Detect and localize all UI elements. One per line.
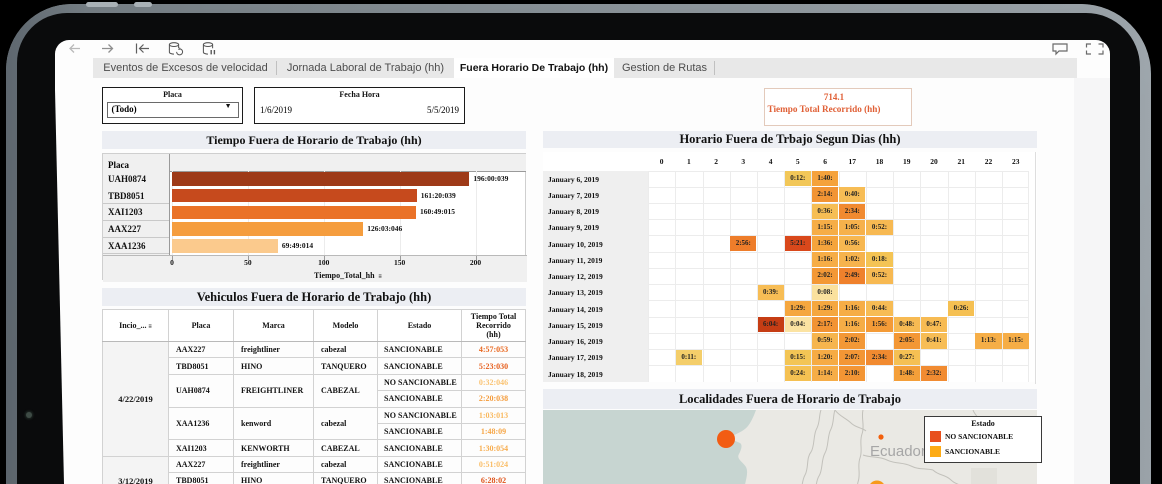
svg-text:Ecuador: Ecuador bbox=[870, 443, 926, 460]
